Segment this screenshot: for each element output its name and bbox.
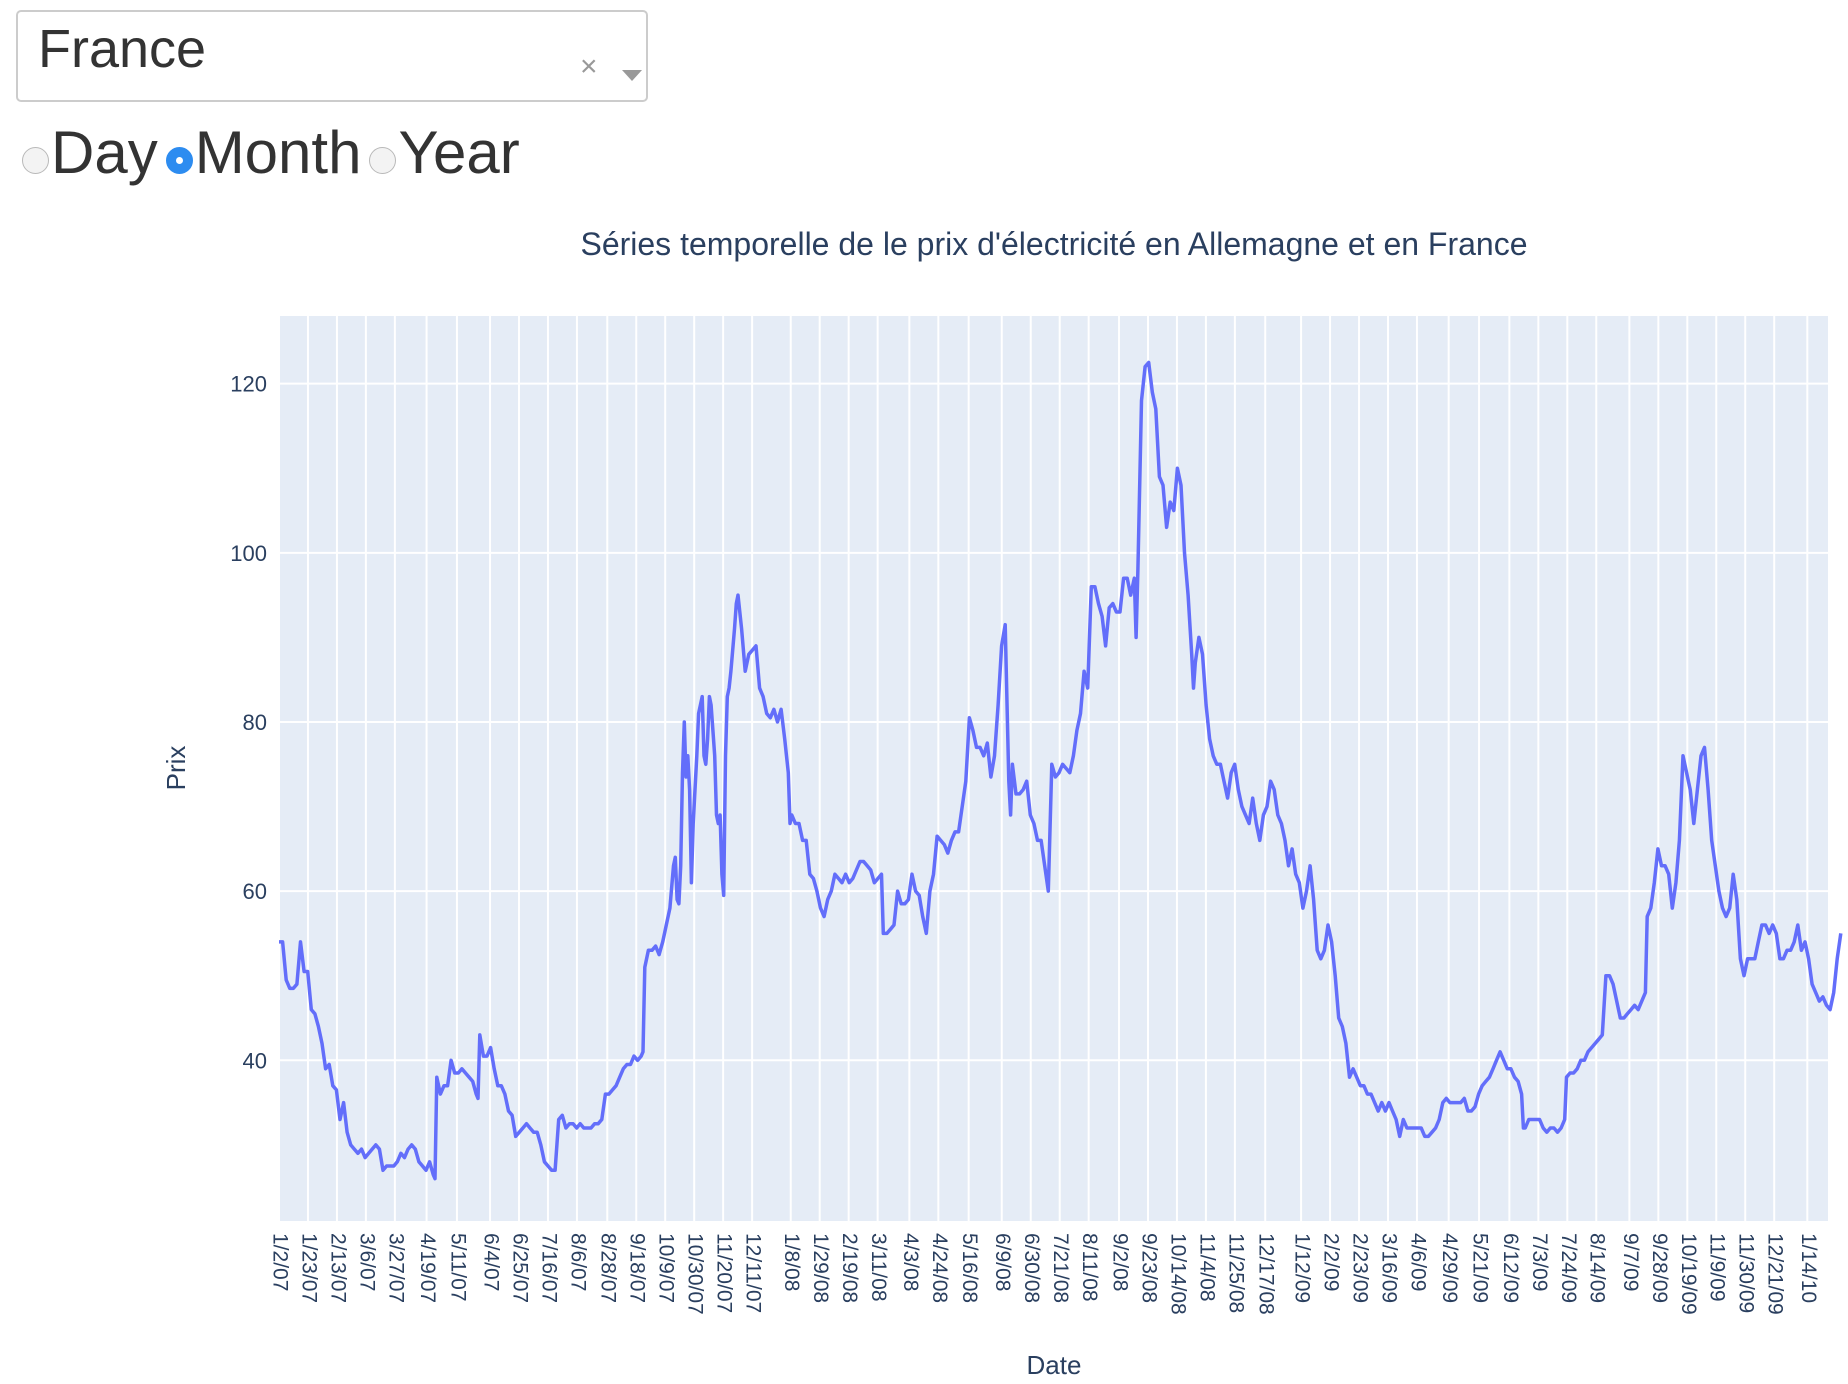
x-tick-label: 1/23/07 [297, 1233, 320, 1303]
x-tick-labels: 1/2/07 1/23/07 2/13/07 3/6/07 3/27/07 4/19/07… [268, 1233, 1819, 1315]
x-tick-label: 6/4/07 [479, 1233, 502, 1291]
close-icon[interactable]: × [580, 50, 598, 83]
x-tick-label: 6/12/09 [1499, 1233, 1522, 1303]
y-tick-label: 60 [243, 879, 267, 904]
x-tick-label: 4/3/08 [899, 1233, 922, 1291]
x-tick-label: 9/23/08 [1137, 1233, 1160, 1303]
x-tick-label: 10/9/07 [655, 1233, 678, 1303]
y-tick-label: 40 [243, 1048, 267, 1073]
y-tick-label: 120 [230, 372, 267, 397]
x-tick-label: 7/21/08 [1049, 1233, 1072, 1303]
x-tick-label: 10/19/09 [1677, 1233, 1700, 1315]
x-tick-label: 12/21/09 [1764, 1233, 1787, 1315]
x-tick-label: 11/25/08 [1224, 1233, 1247, 1313]
y-gridlines [279, 382, 1828, 1062]
x-tick-label: 2/23/09 [1348, 1233, 1371, 1303]
x-tick-label: 1/8/08 [780, 1233, 803, 1291]
x-tick-label: 11/9/09 [1706, 1233, 1729, 1302]
x-tick-label: 1/2/07 [268, 1233, 291, 1291]
radio-option-month[interactable]: Month [165, 119, 370, 186]
x-tick-label: 4/19/07 [416, 1233, 439, 1303]
x-tick-label: 8/11/08 [1078, 1233, 1101, 1302]
x-tick-label: 5/16/08 [958, 1233, 981, 1303]
x-tick-label: 9/2/08 [1108, 1233, 1131, 1291]
x-axis-label: Date [1027, 1350, 1082, 1380]
dropdown-selected-value: France [38, 19, 207, 79]
x-tick-label: 8/14/09 [1586, 1233, 1609, 1303]
x-tick-label: 6/30/08 [1020, 1233, 1043, 1303]
radio-button-day[interactable] [22, 146, 49, 174]
x-tick-label: 6/25/07 [508, 1233, 531, 1303]
x-tick-label: 9/18/07 [626, 1233, 649, 1303]
x-tick-label: 4/29/09 [1438, 1233, 1461, 1303]
x-tick-label: 9/28/09 [1648, 1233, 1671, 1303]
y-tick-label: 100 [230, 541, 267, 566]
chevron-down-icon[interactable] [622, 70, 642, 81]
x-tick-label: 3/11/08 [867, 1233, 890, 1302]
x-gridlines [278, 316, 1809, 1221]
x-tick-label: 9/7/09 [1619, 1233, 1642, 1291]
radio-label-day: Day [51, 119, 158, 186]
x-tick-label: 12/11/07 [742, 1233, 765, 1313]
x-tick-label: 2/19/08 [838, 1233, 861, 1303]
x-tick-label: 3/27/07 [384, 1233, 407, 1303]
x-tick-label: 4/24/08 [928, 1233, 951, 1303]
x-tick-label: 11/30/09 [1735, 1233, 1758, 1313]
x-tick-label: 2/2/09 [1320, 1233, 1343, 1291]
radio-option-day[interactable]: Day [22, 123, 166, 183]
x-tick-label: 7/24/09 [1557, 1233, 1580, 1303]
x-tick-label: 8/6/07 [566, 1233, 589, 1291]
y-axis-label: Prix [161, 746, 191, 791]
x-tick-label: 10/30/07 [684, 1233, 707, 1315]
x-tick-label: 4/6/09 [1406, 1233, 1429, 1291]
x-tick-label: 1/29/08 [809, 1233, 832, 1303]
x-tick-label: 2/13/07 [326, 1233, 349, 1303]
x-tick-label: 3/16/09 [1377, 1233, 1400, 1303]
chart-title: Séries temporelle de le prix d'électrici… [580, 226, 1527, 262]
radio-button-year[interactable] [369, 146, 397, 174]
series-line [279, 360, 1843, 1181]
x-tick-label: 6/9/08 [991, 1233, 1014, 1291]
x-tick-label: 12/17/08 [1255, 1233, 1278, 1315]
x-tick-label: 7/16/07 [537, 1233, 560, 1303]
x-tick-label: 3/6/07 [355, 1233, 378, 1291]
country-dropdown[interactable]: France × [16, 10, 648, 102]
x-tick-label: 5/21/09 [1468, 1233, 1491, 1303]
y-tick-label: 80 [243, 710, 267, 735]
radio-label-month: Month [194, 119, 362, 186]
radio-option-year[interactable]: Year [369, 123, 527, 183]
radio-button-month[interactable] [165, 146, 193, 174]
x-tick-label: 11/4/08 [1195, 1233, 1218, 1302]
granularity-radio-group: Day Month Year [22, 118, 528, 188]
x-tick-label: 10/14/08 [1166, 1233, 1189, 1315]
x-tick-label: 5/11/07 [446, 1233, 469, 1302]
radio-label-year: Year [398, 119, 520, 186]
x-tick-label: 7/3/09 [1528, 1233, 1551, 1291]
x-tick-label: 8/28/07 [597, 1233, 620, 1303]
x-tick-label: 1/12/09 [1291, 1233, 1314, 1303]
x-tick-label: 11/20/07 [713, 1233, 736, 1313]
x-tick-label: 1/14/10 [1797, 1233, 1820, 1303]
y-tick-labels: 40 60 80 100 120 [230, 372, 267, 1074]
